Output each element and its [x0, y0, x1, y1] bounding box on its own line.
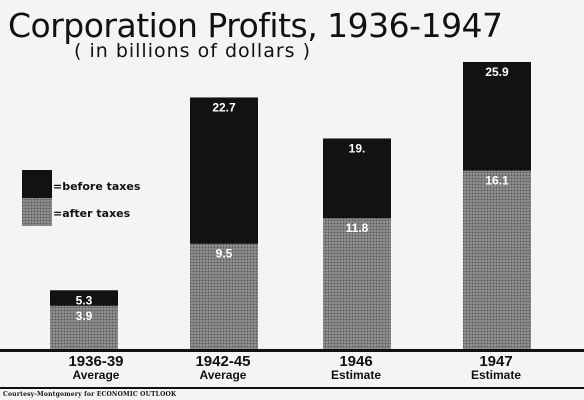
value-label-after-taxes: 9.5 — [216, 247, 233, 261]
bar-after-taxes — [323, 218, 391, 349]
legend — [22, 170, 52, 226]
baseline-band — [0, 349, 584, 352]
category-label-line1: 1936-39 — [68, 353, 124, 370]
legend-label-before-taxes: =before taxes — [53, 180, 141, 193]
category-label: 1946 Estimate — [296, 354, 416, 381]
category-label: 1947 Estimate — [436, 354, 556, 381]
category-label: 1942-45 Average — [163, 354, 283, 381]
value-label-before-taxes: 5.3 — [76, 293, 93, 307]
category-label-line1: 1946 — [339, 353, 373, 370]
value-label-before-taxes: 19. — [349, 141, 366, 155]
chart-subtitle: ( in billions of dollars ) — [74, 40, 311, 62]
category-label-line1: 1947 — [479, 353, 513, 370]
chart-title: Corporation Profits, 1936-1947 — [8, 6, 503, 45]
value-label-before-taxes: 22.7 — [212, 100, 236, 114]
legend-swatch-before-taxes — [22, 170, 52, 198]
legend-swatch-after-taxes — [22, 198, 52, 226]
value-label-before-taxes: 25.9 — [485, 65, 509, 79]
category-label-line2: Average — [199, 368, 247, 382]
bars-group: 5.3 3.9 22.7 9.5 19. 11.8 25.9 16.1 — [50, 62, 531, 349]
category-label-line2: Estimate — [330, 368, 382, 382]
category-label: 1936-39 Average — [36, 354, 156, 381]
bar-after-taxes — [463, 170, 531, 349]
bar-after-taxes — [50, 305, 118, 349]
value-label-after-taxes: 11.8 — [346, 221, 369, 235]
category-label-line2: Estimate — [470, 368, 522, 382]
bottom-rule — [0, 387, 584, 389]
value-label-after-taxes: 3.9 — [76, 309, 93, 323]
category-label-line2: Average — [72, 368, 120, 382]
bar-after-taxes — [190, 243, 258, 349]
legend-label-after-taxes: =after taxes — [53, 207, 131, 220]
value-label-after-taxes: 16.1 — [485, 174, 509, 188]
category-label-line1: 1942-45 — [195, 353, 251, 370]
source-credit: Courtesy-Montgomery for ECONOMIC OUTLOOK — [3, 391, 177, 398]
